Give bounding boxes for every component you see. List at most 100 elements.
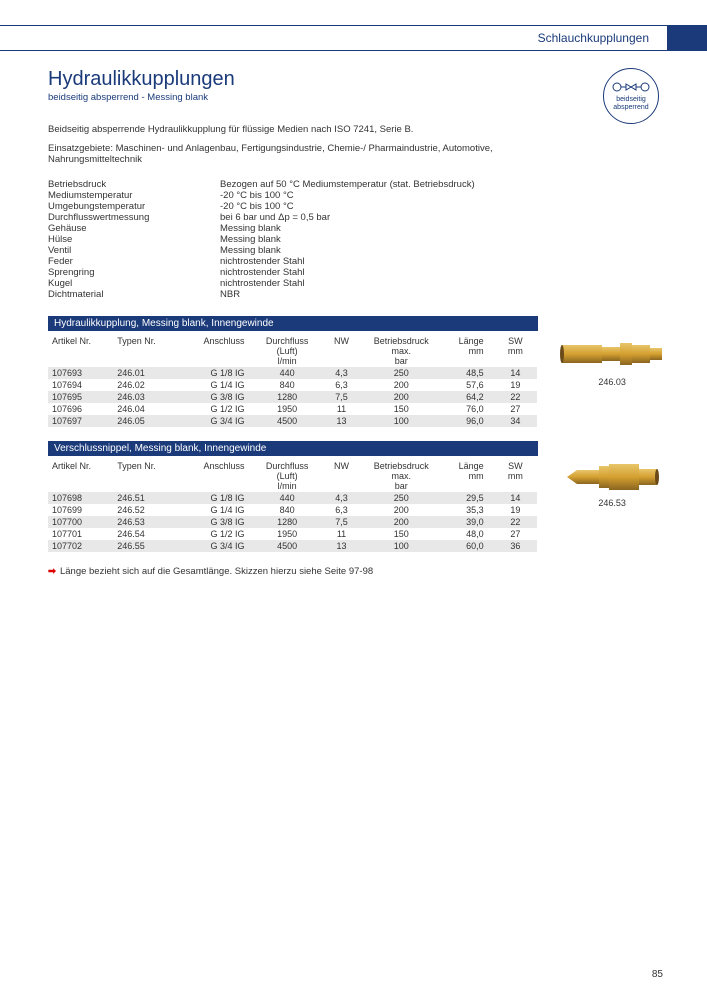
table-row: 107693246.01G 1/8 IG4404,325048,514 [48,367,537,379]
table-cell: 34 [494,415,538,427]
table-cell: 107697 [48,415,113,427]
spec-row: HülseMessing blank [48,234,667,245]
table-cell: 200 [363,391,439,403]
spec-label: Dichtmaterial [48,289,220,300]
table-cell: 250 [363,367,439,379]
spec-label: Mediumstemperatur [48,190,220,201]
table-cell: 13 [320,540,363,552]
table-cell: 48,0 [439,528,493,540]
table-cell: G 1/4 IG [189,504,254,516]
table-cell: 57,6 [439,379,493,391]
table-cell: 107699 [48,504,113,516]
table-cell: 7,5 [320,391,363,403]
table-cell: 107702 [48,540,113,552]
col-header: Typen Nr. [113,335,189,367]
spec-table: BetriebsdruckBezogen auf 50 °C Mediumste… [48,179,667,300]
table-cell: 48,5 [439,367,493,379]
table-cell: 36 [494,540,538,552]
table-cell: 19 [494,504,538,516]
page-title: Hydraulikkupplungen [48,68,603,91]
table-cell: 150 [363,528,439,540]
spec-label: Betriebsdruck [48,179,220,190]
section2-header: Verschlussnippel, Messing blank, Innenge… [48,441,538,456]
table-cell: 4,3 [320,367,363,379]
section2-table: Artikel Nr.Typen Nr.AnschlussDurchfluss(… [48,460,537,552]
table-cell: 96,0 [439,415,493,427]
table-cell: 840 [255,379,320,391]
table-cell: 150 [363,403,439,415]
table-cell: 200 [363,379,439,391]
coupling-icon [560,335,665,373]
spec-row: Sprengringnichtrostender Stahl [48,267,667,278]
description-text: Beidseitig absperrende Hydraulikkupplung… [48,124,568,135]
table-cell: 250 [363,492,439,504]
table-row: 107696246.04G 1/2 IG19501115076,027 [48,403,537,415]
table-cell: 246.01 [113,367,189,379]
table-row: 107699246.52G 1/4 IG8406,320035,319 [48,504,537,516]
section1-caption: 246.03 [557,377,667,387]
table-cell: G 1/2 IG [189,528,254,540]
table-cell: 107695 [48,391,113,403]
spec-value: Messing blank [220,234,667,245]
spec-label: Umgebungstemperatur [48,201,220,212]
table-cell: 60,0 [439,540,493,552]
badge-icon [611,80,651,94]
col-header: SWmm [494,335,538,367]
table-cell: 246.53 [113,516,189,528]
col-header: NW [320,335,363,367]
spec-label: Feder [48,256,220,267]
table-cell: 100 [363,540,439,552]
nipple-icon [565,460,660,494]
table-cell: 14 [494,492,538,504]
spec-row: Umgebungstemperatur-20 °C bis 100 °C [48,201,667,212]
spec-row: BetriebsdruckBezogen auf 50 °C Mediumste… [48,179,667,190]
table-row: 107702246.55G 3/4 IG45001310060,036 [48,540,537,552]
col-header: Artikel Nr. [48,335,113,367]
section1-image: 246.03 [557,335,667,387]
table-row: 107698246.51G 1/8 IG4404,325029,514 [48,492,537,504]
spec-row: Kugelnichtrostender Stahl [48,278,667,289]
table-cell: G 1/4 IG [189,379,254,391]
section2-image: 246.53 [557,460,667,508]
col-header: Betriebsdruckmax.bar [363,335,439,367]
table-cell: 246.05 [113,415,189,427]
header-category: Schlauchkupplungen [538,31,667,45]
spec-value: -20 °C bis 100 °C [220,190,667,201]
table-cell: G 3/4 IG [189,415,254,427]
table-cell: 107701 [48,528,113,540]
spec-row: Durchflusswertmessungbei 6 bar und Δp = … [48,212,667,223]
table-cell: 19 [494,379,538,391]
table-cell: 11 [320,403,363,415]
spec-value: Messing blank [220,223,667,234]
table-cell: 1950 [255,403,320,415]
table-cell: 64,2 [439,391,493,403]
usage-text: Einsatzgebiete: Maschinen- und Anlagenba… [48,143,568,165]
content-area: Hydraulikkupplungen beidseitig absperren… [48,68,667,577]
col-header: NW [320,460,363,492]
footnote: ➡Länge bezieht sich auf die Gesamtlänge.… [48,566,667,577]
table-cell: 11 [320,528,363,540]
table-row: 107695246.03G 3/8 IG12807,520064,222 [48,391,537,403]
table-cell: G 1/2 IG [189,403,254,415]
col-header: Durchfluss(Luft)l/min [255,460,320,492]
table-row: 107700246.53G 3/8 IG12807,520039,022 [48,516,537,528]
arrow-icon: ➡ [48,566,56,577]
table-cell: 4,3 [320,492,363,504]
spec-row: GehäuseMessing blank [48,223,667,234]
col-header: Artikel Nr. [48,460,113,492]
page-number: 85 [652,969,663,980]
spec-value: -20 °C bis 100 °C [220,201,667,212]
table-cell: 29,5 [439,492,493,504]
spec-value: bei 6 bar und Δp = 0,5 bar [220,212,667,223]
spec-label: Kugel [48,278,220,289]
table-cell: 76,0 [439,403,493,415]
table-row: 107694246.02G 1/4 IG8406,320057,619 [48,379,537,391]
table-cell: 246.03 [113,391,189,403]
table-cell: 840 [255,504,320,516]
table-cell: G 1/8 IG [189,492,254,504]
badge-line2: absperrend [613,104,648,111]
spec-value: nichtrostender Stahl [220,267,667,278]
col-header: Durchfluss(Luft)l/min [255,335,320,367]
badge-line1: beidseitig [616,96,646,103]
badge-seal: beidseitig absperrend [603,68,659,124]
